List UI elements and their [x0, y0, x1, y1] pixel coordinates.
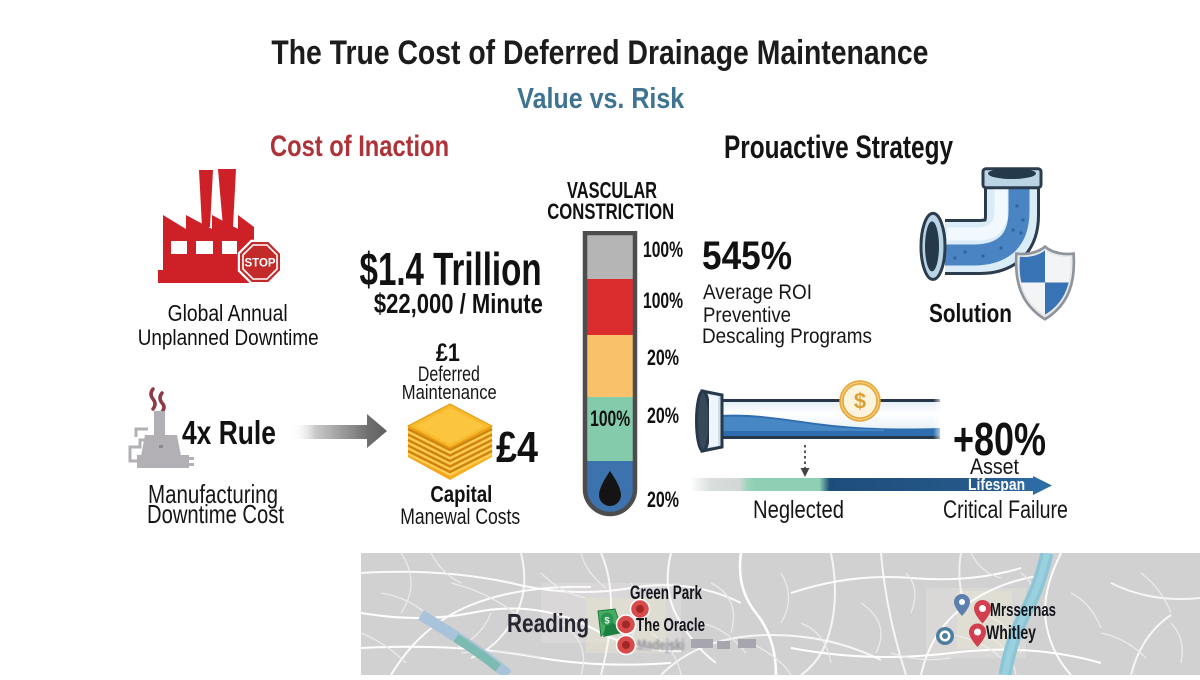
svg-text:$: $ — [854, 389, 866, 414]
svg-text:$: $ — [604, 616, 610, 627]
svg-text:STOP: STOP — [244, 258, 275, 270]
